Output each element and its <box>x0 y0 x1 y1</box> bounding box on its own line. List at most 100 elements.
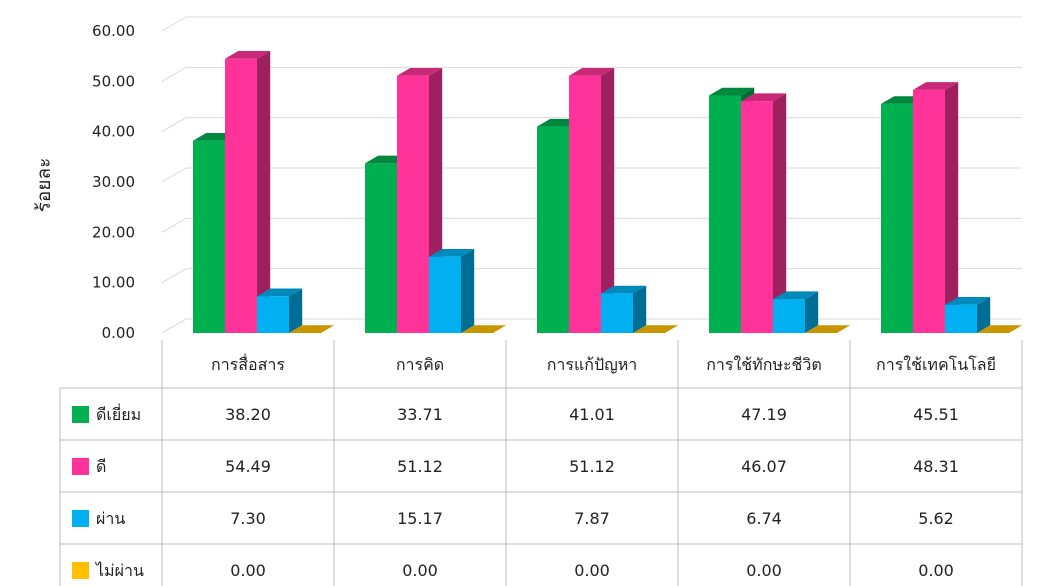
y-axis: 0.00 10.00 20.00 30.00 40.00 50.00 60.00 <box>92 22 135 342</box>
y-tick-label: 10.00 <box>92 274 135 292</box>
bar <box>601 285 647 333</box>
bar-front <box>741 101 773 333</box>
bar <box>569 67 615 334</box>
bar-front <box>365 163 397 333</box>
bar-top <box>805 325 851 333</box>
bar-top <box>225 51 271 59</box>
legend-label: ไม่ผ่าน <box>94 561 144 580</box>
data-label: 51.12 <box>569 457 615 476</box>
bar <box>257 288 303 333</box>
y-tick-label: 40.00 <box>92 123 135 141</box>
gridline <box>161 16 1022 32</box>
bar-top <box>289 325 335 333</box>
x-tick-label: การใช้เทคโนโลยี <box>876 355 996 374</box>
bar-top <box>709 87 755 96</box>
legend-swatch <box>72 458 89 475</box>
bar-top <box>601 285 647 294</box>
data-label: 0.00 <box>918 561 954 580</box>
data-label: 6.74 <box>746 509 782 528</box>
bar-side <box>633 285 647 333</box>
bar-top <box>429 248 475 257</box>
bar-side <box>289 288 303 333</box>
data-label: 7.87 <box>574 509 610 528</box>
bar <box>633 325 679 333</box>
bar-front <box>397 75 429 334</box>
legend-swatch <box>72 562 89 579</box>
bar-side <box>805 291 819 333</box>
y-tick-label: 60.00 <box>92 22 135 40</box>
bar-top <box>945 297 991 305</box>
bar-top <box>913 82 959 90</box>
data-label: 15.17 <box>397 509 443 528</box>
data-label: 5.62 <box>918 509 954 528</box>
legend-swatch <box>72 406 89 423</box>
bar <box>429 248 475 333</box>
bar <box>805 325 851 333</box>
data-label: 0.00 <box>230 561 266 580</box>
bar <box>461 325 507 333</box>
bar <box>225 51 271 334</box>
legend-label: ดีเยี่ยม <box>96 403 141 424</box>
bar-top <box>977 325 1023 333</box>
data-label: 0.00 <box>574 561 610 580</box>
bar-front <box>225 58 257 333</box>
bar-front <box>537 126 569 333</box>
data-label: 51.12 <box>397 457 443 476</box>
bar <box>913 82 959 334</box>
x-tick-label: การคิด <box>396 355 444 374</box>
bar-front <box>257 296 289 333</box>
bar-top <box>257 288 303 297</box>
axis-depth-line <box>161 318 187 334</box>
y-tick-label: 50.00 <box>92 72 135 90</box>
bar <box>289 325 335 333</box>
x-tick-label: การแก้ปัญหา <box>547 355 638 374</box>
bar-side <box>773 93 787 333</box>
bar-top <box>397 67 443 76</box>
bar-side <box>945 82 959 333</box>
bar-front <box>429 256 461 333</box>
bar-top <box>569 67 615 76</box>
data-label: 46.07 <box>741 457 787 476</box>
data-label: 47.19 <box>741 405 787 424</box>
y-axis-label: ร้อยละ <box>33 158 55 213</box>
bar <box>741 93 787 333</box>
bar-side <box>601 67 615 333</box>
bar-front <box>773 299 805 333</box>
bar-side <box>977 297 991 333</box>
bar-top <box>773 291 819 300</box>
bar-front <box>569 75 601 334</box>
bar-top <box>461 325 507 333</box>
bar-front <box>193 140 225 333</box>
legend-swatch <box>72 510 89 527</box>
bar-front <box>709 95 741 334</box>
x-tick-label: การสื่อสาร <box>211 353 285 374</box>
bar-front <box>881 103 913 333</box>
x-tick-label: การใช้ทักษะชีวิต <box>706 355 822 374</box>
bars <box>193 51 1023 334</box>
bar-front <box>601 293 633 333</box>
data-label: 0.00 <box>402 561 438 580</box>
bar-side <box>257 51 271 334</box>
legend-label: ดี <box>96 457 106 476</box>
bar-top <box>741 93 787 102</box>
data-label: 38.20 <box>225 405 271 424</box>
bar-front <box>945 304 977 333</box>
legend-label: ผ่าน <box>96 509 125 528</box>
bar <box>945 297 991 333</box>
data-label: 0.00 <box>746 561 782 580</box>
gridlines <box>161 16 1022 334</box>
bar-side <box>461 248 475 333</box>
data-table: การสื่อสาร การคิด การแก้ปัญหา การใช้ทักษะชี… <box>59 340 1023 586</box>
gridline <box>161 66 1022 82</box>
bar-front <box>913 89 945 334</box>
bar <box>773 291 819 333</box>
bar <box>977 325 1023 333</box>
data-label: 45.51 <box>913 405 959 424</box>
y-tick-label: 20.00 <box>92 223 135 241</box>
data-label: 33.71 <box>397 405 443 424</box>
data-label: 48.31 <box>913 457 959 476</box>
data-label: 54.49 <box>225 457 271 476</box>
data-label: 41.01 <box>569 405 615 424</box>
data-label: 7.30 <box>230 509 266 528</box>
